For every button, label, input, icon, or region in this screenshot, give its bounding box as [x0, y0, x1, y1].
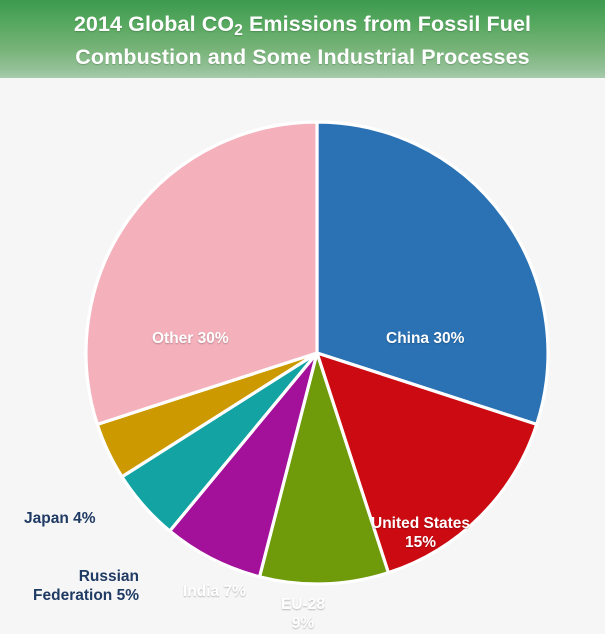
pie-slice-china[interactable]: [315, 120, 550, 426]
title-subscript-2: 2: [234, 22, 243, 39]
pie-slice-other[interactable]: [84, 120, 319, 426]
slice-label-eu-line2: 9%: [291, 614, 315, 632]
title-text-part1: 2014 Global CO: [73, 12, 235, 36]
title-banner: 2014 Global CO2 Emissions from Fossil Fu…: [0, 0, 605, 78]
title-line-2: Combustion and Some Industrial Processes: [75, 45, 530, 69]
title-text-part2: Emissions from Fossil Fuel: [242, 12, 532, 36]
pie-chart-svg: [84, 120, 550, 586]
pie-chart: China 30% United States 15% EU-28 9% Ind…: [0, 78, 605, 632]
pie-slice-india[interactable]: [168, 351, 319, 579]
pie-slice-group: [84, 120, 550, 586]
page-title: 2014 Global CO2 Emissions from Fossil Fu…: [0, 9, 605, 72]
pie-slice-eu-28[interactable]: [257, 351, 390, 586]
